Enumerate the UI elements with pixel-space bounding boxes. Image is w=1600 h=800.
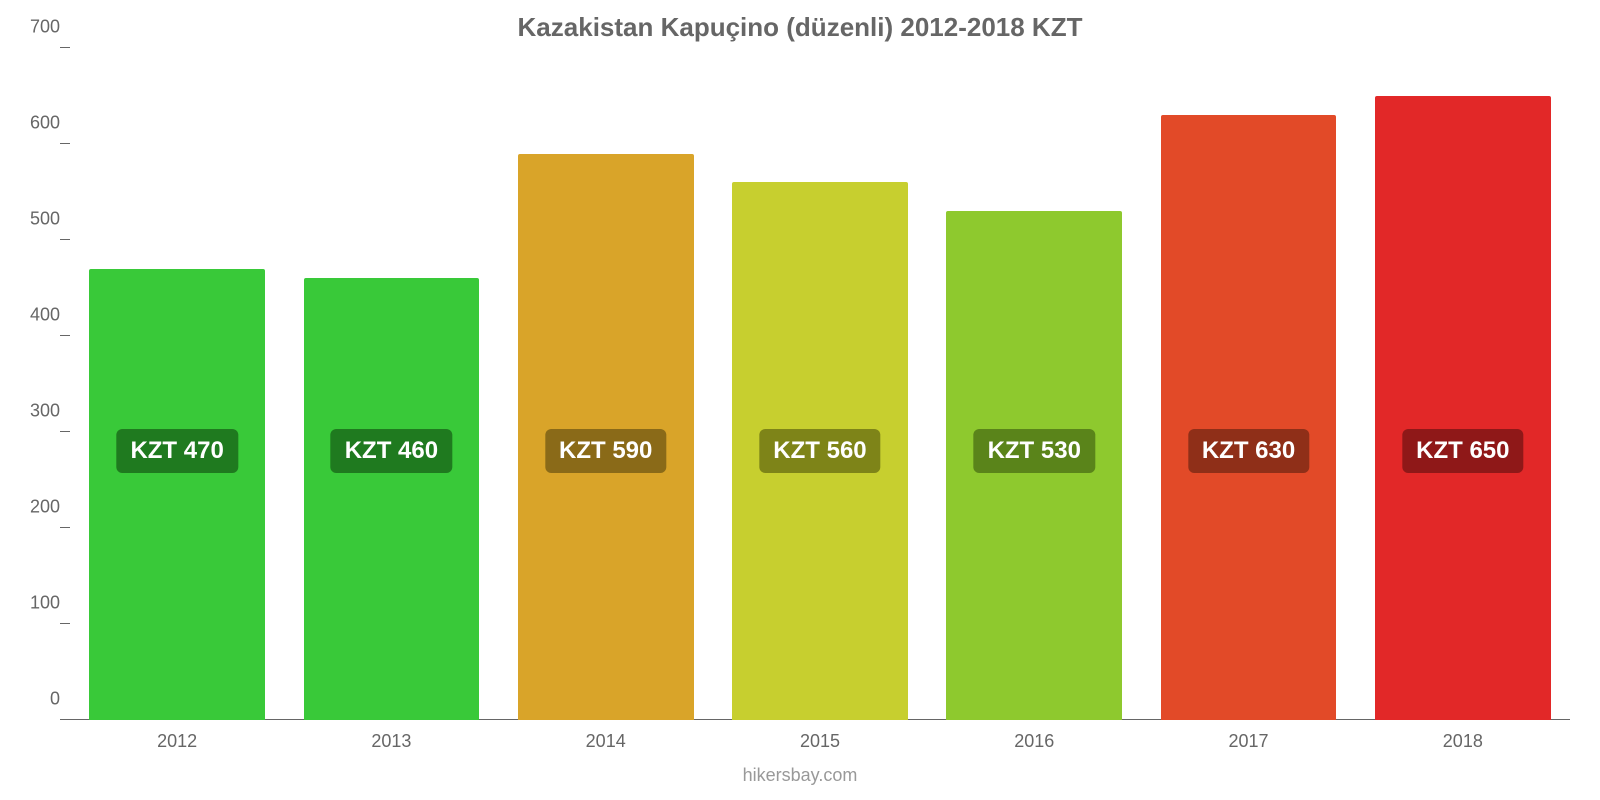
- bar-value-label: KZT 650: [1402, 429, 1523, 473]
- chart-title: Kazakistan Kapuçino (düzenli) 2012-2018 …: [0, 0, 1600, 43]
- bar-value-label: KZT 530: [974, 429, 1095, 473]
- y-tick-label: 300: [10, 401, 60, 422]
- y-axis: 0100200300400500600700: [60, 48, 70, 720]
- y-tick-mark: [60, 143, 70, 144]
- x-tick-label: 2016: [927, 731, 1141, 752]
- y-tick-mark: [60, 527, 70, 528]
- bar-slot: KZT 470: [70, 48, 284, 720]
- y-tick-label: 700: [10, 17, 60, 38]
- bar-value-label: KZT 590: [545, 429, 666, 473]
- bar: KZT 590: [518, 154, 694, 720]
- y-tick-mark: [60, 335, 70, 336]
- bar: KZT 630: [1161, 115, 1337, 720]
- y-tick-label: 400: [10, 305, 60, 326]
- bar: KZT 560: [732, 182, 908, 720]
- bar-slot: KZT 560: [713, 48, 927, 720]
- y-tick-mark: [60, 239, 70, 240]
- bar-value-label: KZT 460: [331, 429, 452, 473]
- y-tick-label: 500: [10, 209, 60, 230]
- bar-slot: KZT 590: [499, 48, 713, 720]
- bars-container: KZT 470 KZT 460 KZT 590 KZT 560 KZT 530 KZT 6…: [70, 48, 1570, 720]
- bar: KZT 530: [946, 211, 1122, 720]
- y-tick-mark: [60, 431, 70, 432]
- x-tick-label: 2012: [70, 731, 284, 752]
- bar: KZT 460: [304, 278, 480, 720]
- bar-value-label: KZT 630: [1188, 429, 1309, 473]
- bar-slot: KZT 530: [927, 48, 1141, 720]
- x-tick-label: 2014: [499, 731, 713, 752]
- bar: KZT 650: [1375, 96, 1551, 720]
- plot-area: 0100200300400500600700 KZT 470KZT 460KZT…: [70, 48, 1570, 720]
- y-tick-mark: [60, 47, 70, 48]
- y-tick-label: 600: [10, 113, 60, 134]
- bar-value-label: KZT 560: [759, 429, 880, 473]
- x-axis: 2012201320142015201620172018: [70, 731, 1570, 752]
- y-tick-mark: [60, 719, 70, 720]
- bar: KZT 470: [89, 269, 265, 720]
- bar-slot: KZT 460: [284, 48, 498, 720]
- y-tick-label: 200: [10, 497, 60, 518]
- x-tick-label: 2018: [1356, 731, 1570, 752]
- attribution: hikersbay.com: [0, 765, 1600, 786]
- x-tick-label: 2017: [1141, 731, 1355, 752]
- y-tick-label: 100: [10, 593, 60, 614]
- x-tick-label: 2013: [284, 731, 498, 752]
- bar-value-label: KZT 470: [116, 429, 237, 473]
- y-tick-label: 0: [10, 689, 60, 710]
- y-tick-mark: [60, 623, 70, 624]
- bar-slot: KZT 630: [1141, 48, 1355, 720]
- x-tick-label: 2015: [713, 731, 927, 752]
- bar-slot: KZT 650: [1356, 48, 1570, 720]
